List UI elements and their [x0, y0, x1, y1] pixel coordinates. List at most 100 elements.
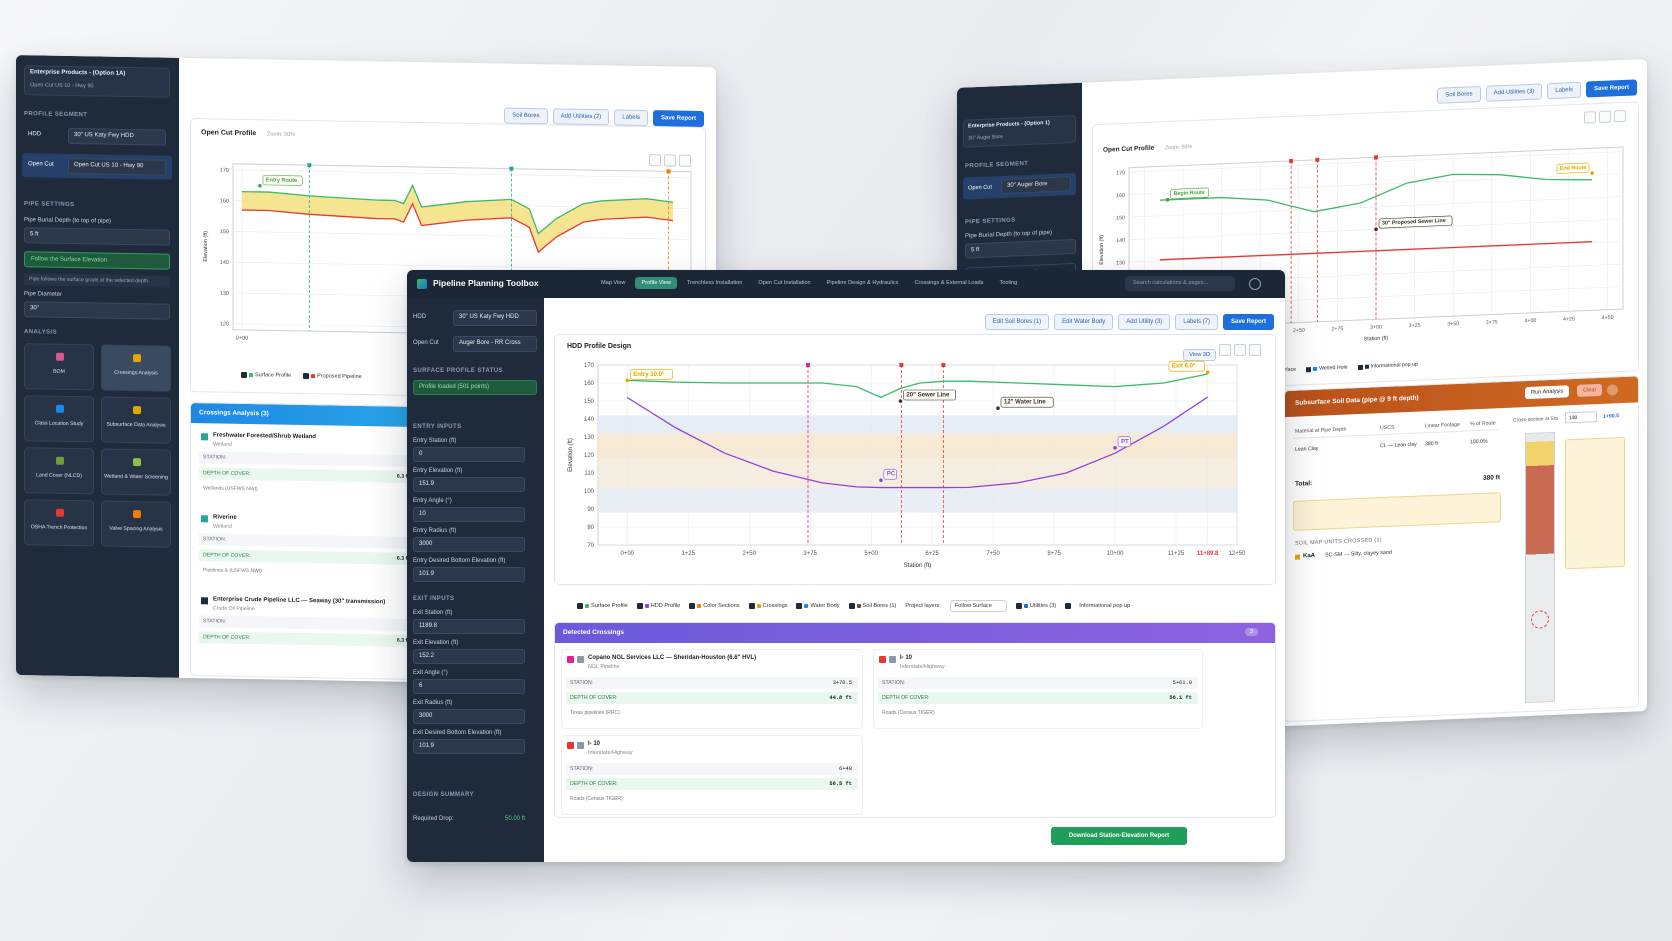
- field-input[interactable]: 0: [413, 447, 525, 462]
- layer-toggle[interactable]: Crossings: [748, 603, 787, 609]
- field-input[interactable]: 101.9: [413, 739, 525, 754]
- checkbox[interactable]: [1065, 603, 1072, 609]
- analysis-tile[interactable]: Class Location Study: [24, 395, 94, 443]
- field-input[interactable]: 3000: [413, 709, 525, 724]
- checkbox[interactable]: [241, 371, 247, 379]
- annotation-point: [1205, 370, 1210, 374]
- zoom-control[interactable]: [1234, 344, 1246, 356]
- analysis-tile[interactable]: Subsurface Data Analysis: [101, 396, 171, 444]
- analysis-tile[interactable]: Wetland & Water Screening: [101, 448, 171, 496]
- nav-item[interactable]: Profile View: [635, 277, 677, 289]
- analysis-tile[interactable]: Land Cover (NLCD): [24, 447, 94, 495]
- view-3d-button[interactable]: View 3D: [1183, 349, 1216, 361]
- checkbox[interactable]: [748, 603, 755, 609]
- layer-toggles: Surface Profile HDD Profile Color Sections…: [577, 600, 1130, 612]
- depth-select[interactable]: 5 ft: [965, 238, 1076, 259]
- x-tick-label: 11+89.8: [1197, 551, 1219, 557]
- analysis-tile[interactable]: Crossings Analysis: [101, 344, 171, 392]
- segment-select[interactable]: Open Cut US 10 - Hwy 90: [68, 157, 166, 176]
- field-input[interactable]: 6: [413, 679, 525, 694]
- checkbox[interactable]: [796, 603, 803, 609]
- layer-toggle[interactable]: Utilities (3): [1015, 603, 1056, 609]
- segment-select[interactable]: 30" US Katy Fwy HDD: [68, 127, 166, 146]
- clear-button[interactable]: Clear: [1577, 383, 1603, 397]
- nav-item[interactable]: Crossings & External Loads: [914, 280, 984, 286]
- unit-code: KaA: [1303, 552, 1316, 560]
- segment-select[interactable]: 30" Auger Bore: [1001, 176, 1071, 195]
- cover-label: DEPTH OF COVER:: [570, 695, 618, 701]
- toolbar-button[interactable]: Soil Bores: [504, 107, 548, 125]
- field-input[interactable]: 10: [413, 507, 525, 522]
- checkbox[interactable]: [848, 603, 855, 609]
- zoom-control[interactable]: [1249, 344, 1261, 356]
- toolbar-button[interactable]: Labels: [614, 109, 648, 127]
- field-input[interactable]: 3000: [413, 537, 525, 552]
- layer-label: HDD Profile: [650, 603, 681, 609]
- checkbox[interactable]: [1306, 366, 1312, 372]
- project-layers-select[interactable]: Follow Surface: [949, 600, 1007, 612]
- toolbar-button[interactable]: Labels: [1547, 81, 1581, 100]
- run-button[interactable]: Run Analysis: [1525, 385, 1570, 400]
- toolbar-button[interactable]: Add Utility (3): [1118, 314, 1171, 330]
- layer-toggle[interactable]: HDD Profile: [636, 603, 681, 609]
- toolbar-button[interactable]: Edit Water Body: [1054, 314, 1114, 330]
- crossing-name: Enterprise Crude Pipeline LLC — Seaway (…: [213, 596, 386, 606]
- legend-label: Surface Profile: [255, 372, 292, 379]
- section-input[interactable]: 130: [1565, 411, 1597, 424]
- y-axis-title: Elevation (ft): [203, 231, 209, 262]
- layer-toggle[interactable]: Surface Profile: [577, 603, 628, 609]
- avatar[interactable]: [1249, 278, 1261, 290]
- legend-item[interactable]: Proposed Pipeline: [303, 373, 362, 380]
- layer-toggle[interactable]: Informational pop up: [1065, 603, 1130, 609]
- toolbar-button[interactable]: Labels (7): [1175, 314, 1218, 330]
- x-tick-label: 1+25: [681, 551, 695, 557]
- station-value: 3+70.5: [832, 680, 852, 686]
- marker-flag: [1289, 158, 1294, 164]
- checkbox[interactable]: [577, 603, 583, 609]
- checkbox[interactable]: [636, 603, 643, 609]
- toolbar-button[interactable]: Add Utilities (3): [1485, 83, 1543, 102]
- layer-toggle[interactable]: Soil Bores (1): [848, 603, 896, 609]
- diameter-select[interactable]: 30": [24, 301, 170, 320]
- follow-toggle[interactable]: Follow the Surface Elevation: [24, 251, 170, 270]
- crossing-type: NGL Pipeline: [588, 664, 620, 670]
- crossing-name: Riverine: [213, 514, 237, 521]
- toolbar-button[interactable]: Add Utilities (2): [552, 108, 610, 126]
- segment-tag: HDD: [413, 314, 426, 320]
- checkbox[interactable]: [1015, 603, 1022, 609]
- zoom-control[interactable]: [1219, 344, 1231, 356]
- analysis-tile[interactable]: OSHA Trench Protection: [24, 499, 94, 547]
- field-input[interactable]: 152.2: [413, 649, 525, 664]
- analysis-tile[interactable]: Valve Spacing Analysis: [101, 500, 171, 548]
- nav-item[interactable]: Pipeline Design & Hydraulics: [826, 280, 899, 286]
- toolbar-button[interactable]: Edit Soil Bores (1): [984, 314, 1050, 330]
- field-input[interactable]: 101.9: [413, 567, 525, 582]
- field-input[interactable]: 151.9: [413, 477, 525, 492]
- nav-item[interactable]: Tooling: [999, 280, 1018, 286]
- checkbox[interactable]: [303, 373, 310, 380]
- annotation-box: [1000, 396, 1054, 408]
- segment-select[interactable]: 30" US Katy Fwy HDD: [453, 310, 537, 326]
- checkbox[interactable]: [689, 603, 696, 609]
- field-input[interactable]: 1189.8: [413, 619, 525, 634]
- nav-item[interactable]: Trenchless Installation: [686, 280, 743, 286]
- toolbar-button[interactable]: Soil Bores: [1437, 85, 1481, 104]
- layer-toggle[interactable]: Water Body: [796, 603, 840, 609]
- segment-select[interactable]: Auger Bore - RR Cross: [453, 336, 537, 352]
- depth-select[interactable]: 5 ft: [24, 227, 170, 246]
- download-button[interactable]: Download Station-Elevation Report: [1051, 827, 1187, 845]
- search-box[interactable]: Search calculations & pages...: [1125, 276, 1235, 291]
- toolbar-button[interactable]: Save Report: [1585, 79, 1637, 98]
- nav-item[interactable]: Map View: [601, 280, 626, 286]
- checkbox[interactable]: [1357, 364, 1363, 370]
- toolbar-button[interactable]: Save Report: [652, 110, 704, 128]
- crossing-source: Texas pipelines (RRC): [570, 710, 620, 716]
- analysis-tile[interactable]: BOM: [24, 343, 94, 391]
- crossing-source: Roads (Census TIGER): [570, 796, 623, 802]
- legend-item[interactable]: Surface Profile: [241, 371, 292, 379]
- toolbar-button[interactable]: Save Report: [1222, 314, 1274, 330]
- layer-toggle[interactable]: Color Sections: [689, 603, 740, 609]
- nav-item[interactable]: Open Cut Installation: [758, 280, 811, 286]
- legend-swatch: [1313, 366, 1318, 371]
